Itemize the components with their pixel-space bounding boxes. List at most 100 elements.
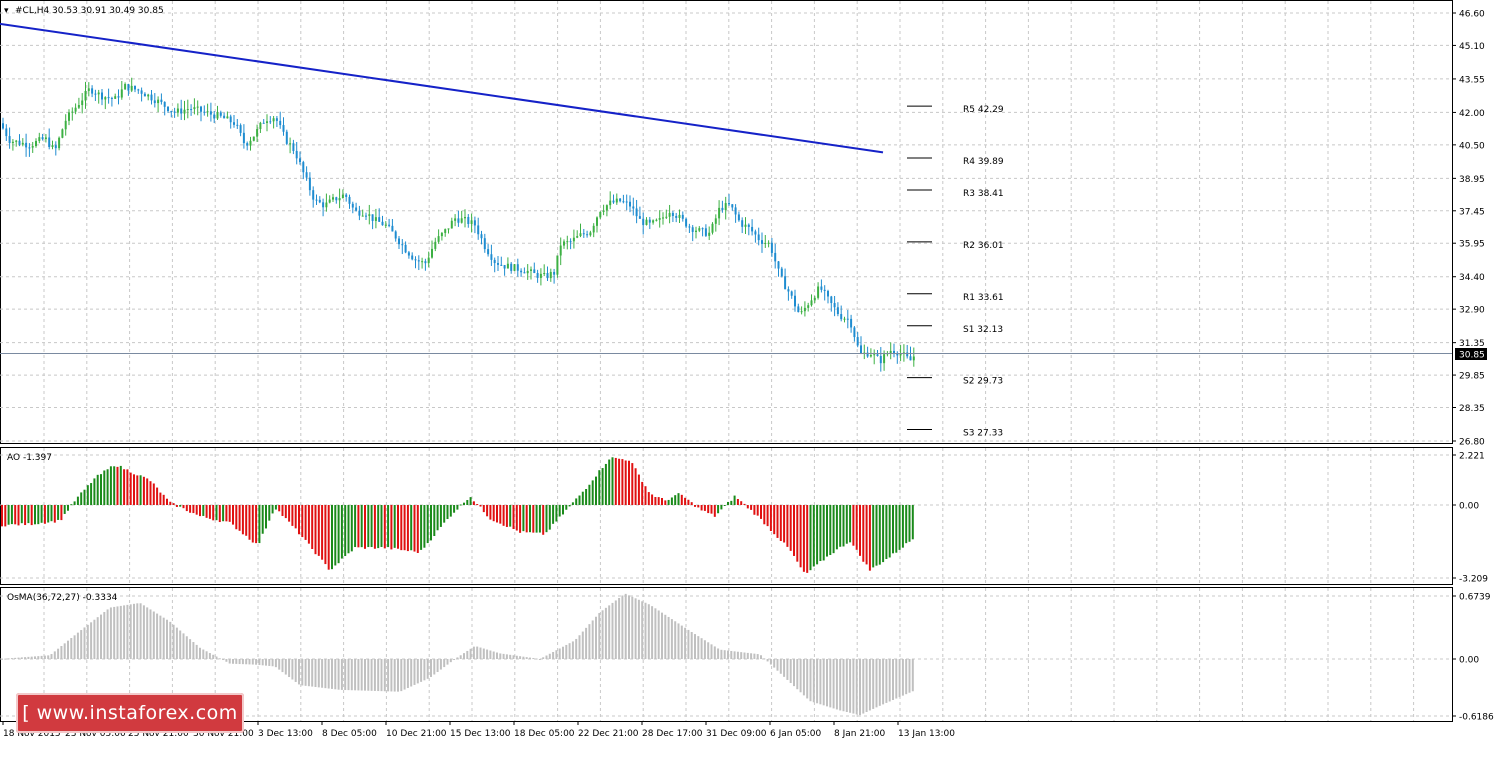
- ao-bar: [334, 505, 337, 566]
- ao-bar: [832, 505, 835, 554]
- chart-canvas[interactable]: R5 42.29 R4 39.89 R3 38.41 R2 36.01 R1 33.61…: [0, 0, 1494, 744]
- candle-body: [487, 249, 490, 255]
- ao-bar: [67, 505, 69, 511]
- trendline[interactable]: [0, 22, 884, 154]
- price-tick-label: 28.35: [1459, 404, 1485, 414]
- ao-bar: [901, 505, 904, 548]
- osma-bar: [159, 615, 162, 659]
- osma-bar: [710, 644, 713, 659]
- osma-bar: [631, 596, 634, 659]
- price-tick-label: 40.50: [1459, 141, 1485, 151]
- candle-body: [249, 140, 252, 146]
- ao-bar: [314, 505, 317, 555]
- ao-bar: [703, 505, 706, 511]
- osma-bar: [70, 638, 73, 659]
- osma-bar: [895, 659, 898, 699]
- pivot-label: R3 38.41: [963, 189, 1004, 199]
- candle-body: [546, 273, 549, 279]
- osma-bar: [723, 650, 726, 659]
- candle-body: [289, 143, 292, 145]
- ao-bar: [697, 505, 700, 508]
- candle-body: [807, 305, 810, 308]
- osma-bar: [116, 606, 119, 659]
- osma-bar: [509, 654, 512, 659]
- osma-bar: [185, 636, 188, 659]
- candle-body: [566, 241, 569, 243]
- candle-body: [351, 203, 354, 208]
- ao-bar: [878, 505, 881, 565]
- main-panel[interactable]: [0, 0, 1453, 444]
- candle-body: [493, 259, 496, 264]
- osma-bar: [743, 652, 746, 659]
- osma-bar: [898, 659, 901, 698]
- osma-panel[interactable]: [0, 587, 1453, 722]
- time-tick-label: 18 Dec 05:00: [514, 729, 575, 739]
- osma-bar: [47, 655, 50, 659]
- candle-body: [378, 217, 381, 222]
- ao-bar: [862, 505, 865, 562]
- osma-bar: [426, 659, 429, 679]
- osma-bar: [677, 623, 680, 659]
- ao-bar: [552, 505, 555, 524]
- ao-bar: [420, 505, 423, 550]
- ao-bar: [14, 505, 17, 525]
- candle-body: [91, 88, 94, 94]
- osma-bar: [727, 650, 729, 659]
- candle-body: [190, 109, 193, 111]
- candle-body: [747, 224, 750, 227]
- pivot-label: R1 33.61: [963, 293, 1004, 303]
- candle-body: [424, 261, 427, 264]
- ao-bar: [763, 505, 766, 525]
- collapse-icon[interactable]: ▾: [4, 6, 9, 16]
- ao-bar: [819, 505, 822, 562]
- ao-bar: [651, 494, 654, 505]
- ao-bar: [482, 505, 485, 513]
- candle-body: [556, 255, 559, 275]
- ao-bar: [449, 505, 452, 517]
- ao-axis-tick-label: 2.221: [1459, 452, 1485, 462]
- osma-bar: [756, 654, 759, 659]
- candle-body: [130, 85, 133, 91]
- candle-body: [338, 198, 341, 201]
- ao-bar: [595, 476, 597, 505]
- ao-bar: [892, 505, 894, 554]
- candle-body: [629, 201, 631, 207]
- ao-bar: [166, 498, 168, 505]
- candle-body: [269, 121, 272, 123]
- ao-bar: [274, 505, 277, 510]
- ao-bar: [123, 469, 126, 505]
- osma-bar: [294, 659, 297, 682]
- candle-body: [596, 217, 598, 226]
- candle-body: [853, 327, 856, 338]
- candle-body: [77, 105, 80, 108]
- ao-bar: [720, 505, 723, 510]
- ao-bar: [575, 498, 578, 505]
- candle-body: [850, 318, 853, 328]
- ao-bar: [360, 505, 363, 548]
- osma-bar: [321, 659, 324, 688]
- candle-body: [539, 273, 542, 278]
- ao-bar: [677, 493, 680, 505]
- candle-body: [328, 199, 331, 203]
- pivot-label: S3 27.33: [963, 429, 1003, 439]
- candle-body: [912, 356, 915, 361]
- osma-bar: [406, 659, 409, 689]
- candle-body: [196, 106, 199, 108]
- osma-bar: [647, 604, 650, 659]
- ao-bar: [555, 505, 558, 522]
- candle-body: [68, 112, 70, 121]
- ao-panel[interactable]: [0, 447, 1453, 585]
- ao-bar: [674, 495, 677, 505]
- candle-body: [638, 216, 641, 219]
- candle-body: [348, 196, 351, 204]
- ao-bar: [499, 505, 502, 524]
- candle-body: [460, 218, 463, 223]
- ao-bar: [90, 483, 93, 505]
- ao-bar: [400, 505, 403, 551]
- ao-bar: [83, 489, 86, 505]
- ao-bar: [225, 505, 228, 522]
- ao-bar: [608, 459, 611, 505]
- ao-bar: [70, 504, 73, 506]
- osma-bar: [618, 597, 621, 659]
